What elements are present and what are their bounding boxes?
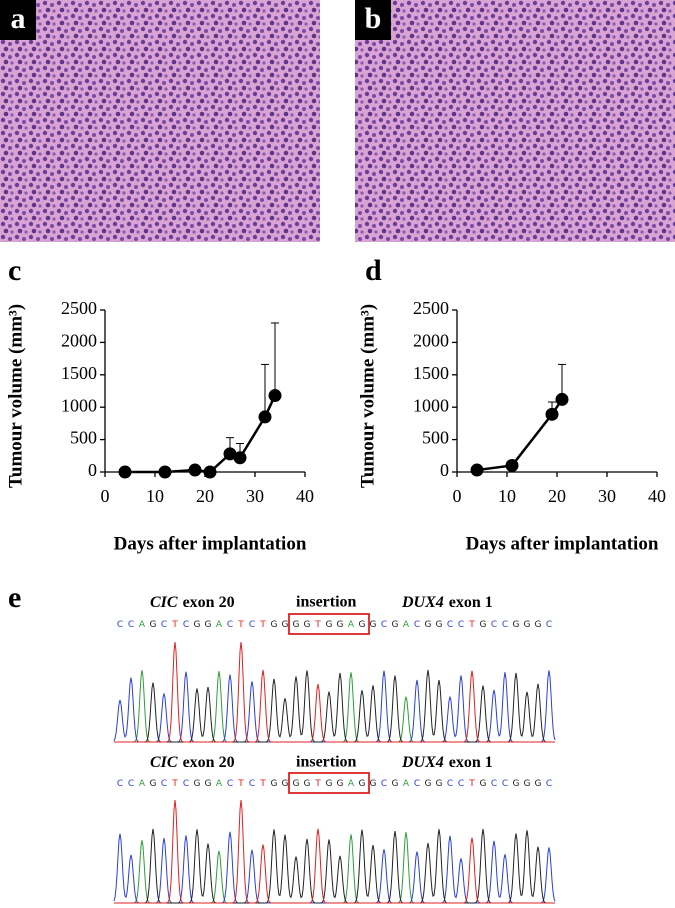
x-tick-label: 40 — [648, 486, 666, 506]
y-axis-label: Tumour volume (mm³) — [357, 304, 378, 488]
label-box — [0, 0, 36, 40]
sequence-header: DUX4 exon 1 — [401, 594, 493, 611]
point — [223, 447, 237, 461]
y-tick-label: 0 — [440, 460, 449, 480]
y-axis-label: Tumour volume (mm³) — [5, 304, 26, 488]
x-tick-label: 0 — [101, 486, 110, 506]
histology-image — [0, 0, 320, 242]
sequence-header: DUX4 exon 1 — [401, 754, 493, 771]
insertion-label: insertion — [296, 594, 357, 611]
panel-label: d — [365, 254, 382, 287]
point — [268, 389, 282, 403]
point — [470, 463, 484, 477]
panel-label: c — [8, 254, 21, 287]
insertion-label: insertion — [296, 754, 357, 771]
trace — [114, 641, 555, 743]
y-tick-label: 1500 — [413, 363, 449, 383]
series-line — [476, 398, 564, 472]
point — [555, 392, 569, 406]
y-tick-label: 1500 — [61, 363, 97, 383]
y-tick-label: 500 — [70, 428, 97, 448]
x-tick-label: 10 — [498, 486, 516, 506]
gene1: CIC — [150, 594, 178, 611]
error-bar — [271, 322, 279, 396]
gene2: DUX4 — [401, 754, 444, 771]
point — [258, 410, 272, 424]
sequence-header: CIC exon 20 — [150, 754, 235, 771]
point — [505, 459, 519, 473]
point — [233, 451, 247, 465]
sequence-header: CIC exon 20 — [150, 594, 235, 611]
y-tick-label: 2500 — [61, 298, 97, 318]
x-tick-label: 20 — [196, 486, 214, 506]
insertion-box — [288, 613, 370, 635]
x-tick-label: 20 — [548, 486, 566, 506]
error-bar — [261, 363, 269, 417]
insertion-box — [288, 772, 370, 794]
point — [545, 407, 559, 421]
y-tick-label: 2000 — [413, 331, 449, 351]
y-tick-label: 500 — [422, 428, 449, 448]
y-tick-label: 0 — [88, 460, 97, 480]
panel-label: a — [11, 2, 26, 35]
y-tick-label: 2500 — [413, 298, 449, 318]
point — [118, 465, 132, 479]
x-axis-label: Days after implantation — [114, 533, 307, 554]
exon1: exon 20 — [183, 754, 235, 771]
panel-label: b — [365, 2, 382, 35]
exon1: exon 20 — [183, 594, 235, 611]
label-box — [355, 0, 391, 40]
y-tick-label: 1000 — [413, 395, 449, 415]
point — [158, 465, 172, 479]
x-tick-label: 30 — [246, 486, 264, 506]
trace — [114, 799, 555, 904]
x-axis-label: Days after implantation — [466, 533, 659, 554]
series-line — [125, 395, 277, 474]
x-tick-label: 0 — [453, 486, 462, 506]
x-tick-label: 30 — [598, 486, 616, 506]
point — [188, 463, 202, 477]
point — [203, 465, 217, 479]
y-tick-label: 1000 — [61, 395, 97, 415]
gene1: CIC — [150, 754, 178, 771]
exon2: exon 1 — [449, 754, 493, 771]
gene2: DUX4 — [401, 594, 444, 611]
x-tick-label: 40 — [296, 486, 314, 506]
y-tick-label: 2000 — [61, 331, 97, 351]
histology-image — [355, 0, 675, 242]
x-tick-label: 10 — [146, 486, 164, 506]
exon2: exon 1 — [449, 594, 493, 611]
panel-label: e — [8, 581, 21, 614]
